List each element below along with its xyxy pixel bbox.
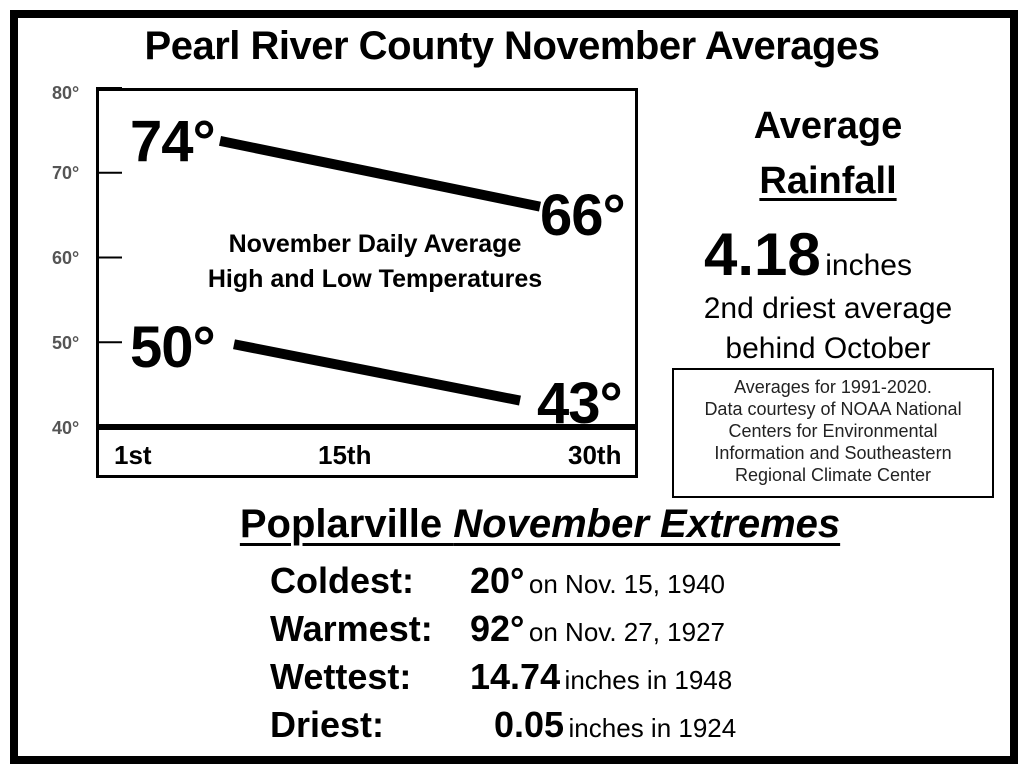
extreme-value: 92° xyxy=(470,608,525,649)
chart-plot-area xyxy=(96,88,638,478)
data-label-low-end: 43° xyxy=(537,371,623,436)
outer-frame xyxy=(10,10,1018,764)
y-tick-label: 70° xyxy=(52,163,80,183)
extreme-label-warmest: Warmest: xyxy=(270,608,433,649)
rainfall-heading-line1: Average xyxy=(753,105,903,147)
y-tick-label: 40° xyxy=(52,418,80,438)
extremes-title: Poplarville November Extremes xyxy=(0,502,1024,547)
extreme-row-wettest: 14.74 inches in 1948 xyxy=(470,656,732,698)
chart-subtitle-line1: November Daily Average xyxy=(228,230,522,258)
extreme-detail: inches in 1924 xyxy=(568,713,737,743)
source-line: Data courtesy of NOAA National xyxy=(704,399,962,419)
extreme-detail: on Nov. 27, 1927 xyxy=(528,617,726,647)
extreme-label-driest: Driest: xyxy=(270,704,385,745)
data-label-high-end: 66° xyxy=(540,183,626,248)
rainfall-heading-line2-wrap: Rainfall xyxy=(668,160,988,203)
extreme-value: 20° xyxy=(470,560,525,601)
extreme-label-coldest: Coldest: xyxy=(270,560,414,601)
y-tick-label: 50° xyxy=(52,333,80,353)
data-label-low-start: 50° xyxy=(130,315,216,380)
page-title: Pearl River County November Averages xyxy=(144,24,880,68)
y-tick-label: 60° xyxy=(52,248,80,268)
y-tick-label: 80° xyxy=(52,83,80,103)
chart-subtitle-line2: High and Low Temperatures xyxy=(207,265,543,293)
rainfall-note-line2: behind October xyxy=(725,332,931,365)
extreme-value: 0.05 xyxy=(494,704,565,745)
extreme-value: 14.74 xyxy=(470,656,561,697)
source-line: Averages for 1991-2020. xyxy=(734,377,932,397)
data-label-high-start: 74° xyxy=(130,109,216,174)
extremes-title-italic: November Extremes xyxy=(453,502,841,546)
rainfall-heading-line2: Rainfall xyxy=(759,160,897,202)
x-tick-label-15th: 15th xyxy=(318,440,372,470)
rainfall-amount: 4.18 inches xyxy=(704,220,912,289)
extreme-row-coldest: 20° on Nov. 15, 1940 xyxy=(470,560,725,602)
source-note-box: Averages for 1991-2020. Data courtesy of… xyxy=(672,368,994,498)
extreme-row-driest: 0.05 inches in 1924 xyxy=(494,704,736,746)
x-axis-line xyxy=(96,424,638,430)
rainfall-unit: inches xyxy=(825,249,912,282)
extremes-title-plain: Poplarville xyxy=(239,502,454,546)
extreme-row-warmest: 92° on Nov. 27, 1927 xyxy=(470,608,725,650)
source-line: Information and Southeastern xyxy=(714,443,952,463)
extreme-label-wettest: Wettest: xyxy=(270,656,412,697)
source-line: Centers for Environmental xyxy=(728,421,938,441)
rainfall-value: 4.18 xyxy=(704,221,821,288)
x-tick-label-30th: 30th xyxy=(568,440,622,470)
extreme-detail: inches in 1948 xyxy=(564,665,733,695)
x-tick-label-1st: 1st xyxy=(114,440,152,470)
rainfall-note-line1: 2nd driest average xyxy=(703,292,953,325)
source-line: Regional Climate Center xyxy=(734,465,932,485)
extreme-detail: on Nov. 15, 1940 xyxy=(528,569,726,599)
